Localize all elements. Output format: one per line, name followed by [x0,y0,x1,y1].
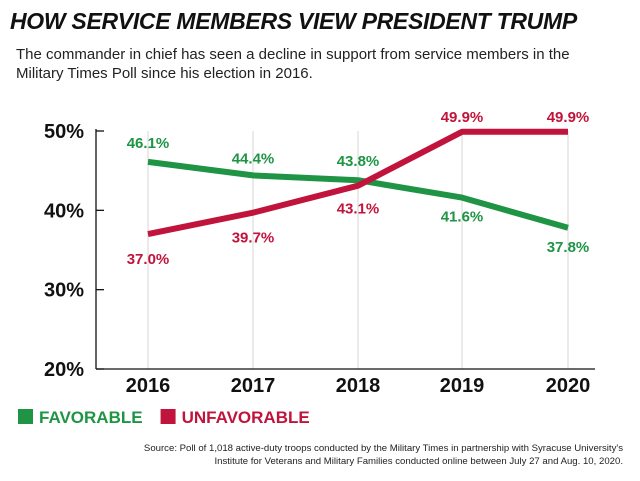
chart-title: HOW SERVICE MEMBERS VIEW PRESIDENT TRUMP [10,8,577,34]
data-label-favorable: 41.6% [441,209,484,226]
source-note: Source: Poll of 1,018 active-duty troops… [143,443,623,467]
legend-swatch-unfavorable [160,409,176,424]
x-tick-label: 2019 [440,375,485,397]
x-axis: 2016 2017 2018 2019 2020 [96,368,595,397]
chart-subtitle: The commander in chief has seen a declin… [16,46,570,82]
x-tick-label: 2018 [336,375,381,397]
legend-swatch-favorable [18,409,33,424]
data-label-favorable: 44.4% [232,150,275,167]
y-tick-label: 20% [44,359,84,381]
series-lines [147,128,569,238]
data-label-favorable: 46.1% [127,135,170,152]
series-line-favorable [147,158,569,231]
data-label-unfavorable: 49.9% [547,109,590,126]
data-labels: 46.1% 44.4% 43.8% 41.6% 37.8% 37.0% 39.7% 43.1%… [127,109,590,268]
y-tick-label: 50% [44,121,84,143]
y-tick-label: 40% [44,200,84,222]
x-tick-label: 2020 [546,375,591,397]
data-label-unfavorable: 49.9% [441,109,484,126]
y-axis: 20% 30% 40% 50% [44,121,104,381]
grid-lines [147,131,569,369]
data-label-unfavorable: 43.1% [337,201,380,218]
legend: FAVORABLE UNFAVORABLE [18,408,310,427]
legend-label-unfavorable: UNFAVORABLE [182,408,310,427]
data-label-unfavorable: 37.0% [127,251,170,268]
data-label-unfavorable: 39.7% [232,230,275,247]
data-label-favorable: 43.8% [337,153,380,170]
series-line-unfavorable [147,128,568,238]
line-chart: 20%30%40%50% 2016 2017 2018 2019 2020 46.1%4… [18,109,595,427]
data-label-favorable: 37.8% [547,239,590,256]
x-tick-label: 2017 [231,375,276,397]
x-tick-label: 2016 [126,375,171,397]
y-tick-label: 30% [44,280,84,302]
legend-label-favorable: FAVORABLE [39,408,143,427]
